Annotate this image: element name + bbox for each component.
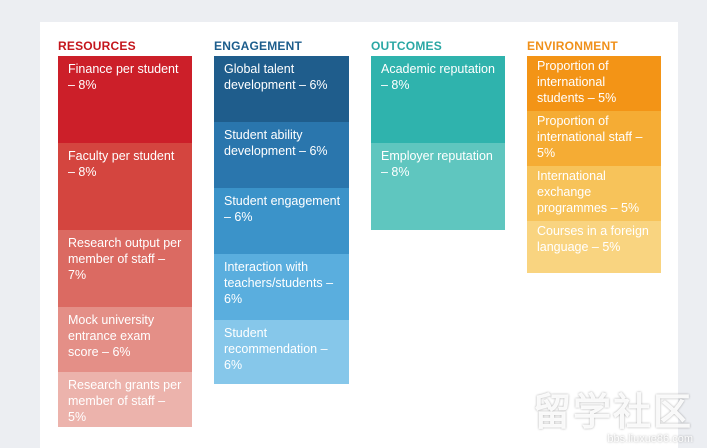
watermark: 留学社区 bbs.liuxue86.com — [533, 393, 693, 446]
metric-block: Student engagement – 6% — [214, 188, 349, 254]
column-resources: RESOURCES Finance per student – 8% Facul… — [58, 38, 192, 427]
column-title: ENGAGEMENT — [214, 39, 303, 53]
metric-block: Research grants per member of staff – 5% — [58, 372, 192, 427]
column-engagement: ENGAGEMENT Global talent development – 6… — [214, 38, 349, 384]
column-title: RESOURCES — [58, 39, 136, 53]
metric-block: Global talent development – 6% — [214, 56, 349, 122]
watermark-url: bbs.liuxue86.com — [607, 433, 693, 445]
column-outcomes: OUTCOMES Academic reputation – 8% Employ… — [371, 38, 505, 230]
column-environment: ENVIRONMENT Proportion of international … — [527, 38, 661, 273]
column-title: OUTCOMES — [371, 39, 442, 53]
metric-block: Employer reputation – 8% — [371, 143, 505, 230]
metric-block: Student ability development – 6% — [214, 122, 349, 188]
metric-block: Mock university entrance exam score – 6% — [58, 307, 192, 372]
column-title: ENVIRONMENT — [527, 39, 618, 53]
metric-block: International exchange programmes – 5% — [527, 166, 661, 221]
metric-block: Proportion of international students – 5… — [527, 56, 661, 111]
metric-block: Finance per student – 8% — [58, 56, 192, 143]
metric-block: Academic reputation – 8% — [371, 56, 505, 143]
diagram-panel: RESOURCES Finance per student – 8% Facul… — [40, 22, 678, 448]
watermark-logo: 留学社区 — [532, 392, 693, 434]
metric-block: Interaction with teachers/students – 6% — [214, 254, 349, 320]
metric-block: Courses in a foreign language – 5% — [527, 221, 661, 273]
metric-block: Student recommendation – 6% — [214, 320, 349, 384]
metric-block: Faculty per student – 8% — [58, 143, 192, 230]
metric-block: Research output per member of staff – 7% — [58, 230, 192, 307]
metric-block: Proportion of international staff – 5% — [527, 111, 661, 166]
